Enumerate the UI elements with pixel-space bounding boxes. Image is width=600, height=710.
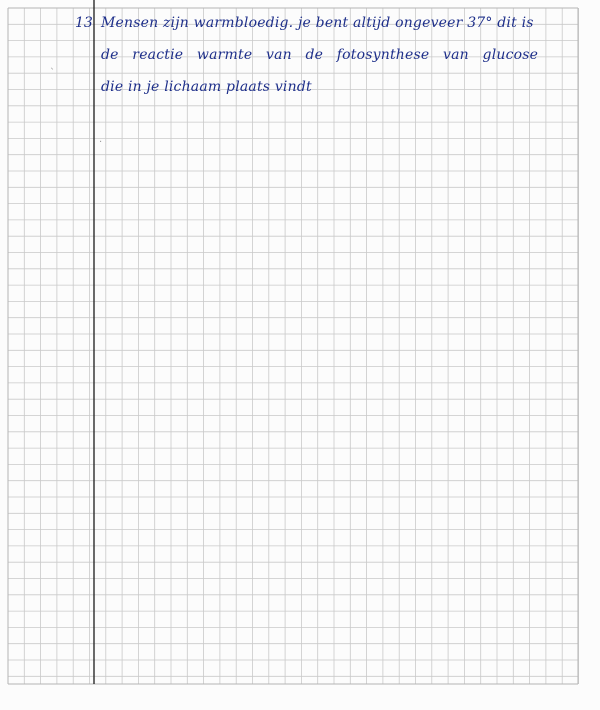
- question-number: 13: [75, 15, 93, 31]
- paper-mark: ·: [99, 137, 103, 148]
- answer-line-1: Mensen zijn warmbloedig. je bent altijd …: [101, 15, 534, 31]
- answer-line-2: de reactie warmte van de fotosynthese va…: [101, 47, 539, 63]
- paper-mark: ˎ: [50, 59, 55, 70]
- answer-line-3: die in je lichaam plaats vindt: [101, 79, 312, 95]
